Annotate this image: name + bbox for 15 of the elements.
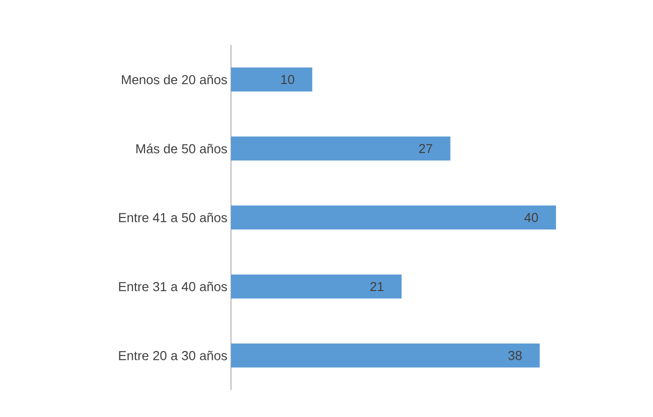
y-tick-label: Entre 41 a 50 años <box>119 212 227 222</box>
bar <box>231 68 312 92</box>
bar <box>231 206 556 230</box>
y-tick-label: Menos de 20 años <box>122 74 227 84</box>
data-label: 38 <box>508 350 522 360</box>
data-label: 40 <box>524 212 538 222</box>
bar <box>231 136 450 161</box>
bar <box>231 274 402 299</box>
data-label: 27 <box>419 144 432 154</box>
y-tick-label: Entre 31 a 40 años <box>119 282 227 292</box>
data-label: 10 <box>281 74 294 84</box>
y-tick-label: Entre 20 a 30 años <box>119 350 227 360</box>
y-tick-label: Más de 50 años <box>136 144 227 154</box>
data-label: 21 <box>370 282 384 292</box>
bar <box>231 344 540 368</box>
